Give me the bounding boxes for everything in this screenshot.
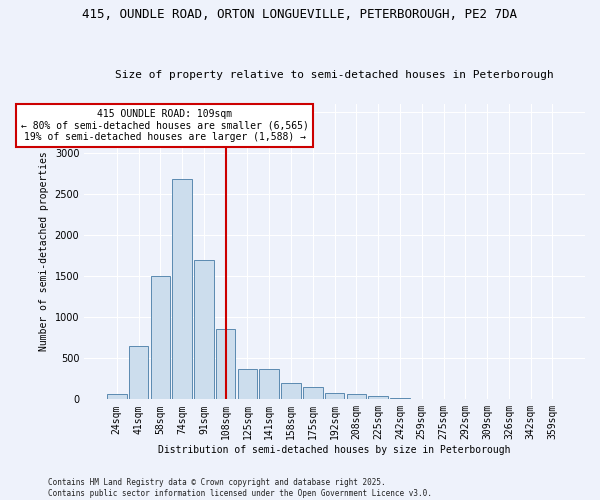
Title: Size of property relative to semi-detached houses in Peterborough: Size of property relative to semi-detach… bbox=[115, 70, 554, 81]
Bar bbox=[129, 346, 148, 400]
Bar bbox=[259, 369, 279, 400]
Bar bbox=[194, 260, 214, 400]
Y-axis label: Number of semi-detached properties: Number of semi-detached properties bbox=[39, 152, 49, 352]
Bar bbox=[238, 368, 257, 400]
Bar bbox=[151, 276, 170, 400]
Bar bbox=[281, 384, 301, 400]
Bar bbox=[325, 393, 344, 400]
Bar bbox=[107, 394, 127, 400]
Bar bbox=[303, 386, 323, 400]
Text: Contains HM Land Registry data © Crown copyright and database right 2025.
Contai: Contains HM Land Registry data © Crown c… bbox=[48, 478, 432, 498]
Bar bbox=[412, 398, 431, 400]
X-axis label: Distribution of semi-detached houses by size in Peterborough: Distribution of semi-detached houses by … bbox=[158, 445, 511, 455]
Bar bbox=[347, 394, 366, 400]
Bar bbox=[172, 179, 192, 400]
Text: 415 OUNDLE ROAD: 109sqm
← 80% of semi-detached houses are smaller (6,565)
19% of: 415 OUNDLE ROAD: 109sqm ← 80% of semi-de… bbox=[21, 110, 308, 142]
Bar bbox=[390, 398, 410, 400]
Text: 415, OUNDLE ROAD, ORTON LONGUEVILLE, PETERBOROUGH, PE2 7DA: 415, OUNDLE ROAD, ORTON LONGUEVILLE, PET… bbox=[83, 8, 517, 20]
Bar bbox=[368, 396, 388, 400]
Bar bbox=[216, 330, 235, 400]
